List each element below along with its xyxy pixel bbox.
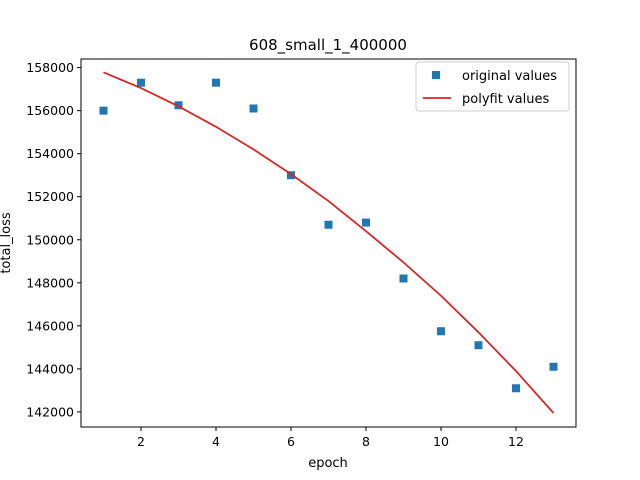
x-tick-label: 2 <box>137 434 145 449</box>
data-point-marker <box>474 341 483 350</box>
series-layer <box>99 71 558 414</box>
y-tick-label: 150000 <box>26 232 74 247</box>
data-point-marker <box>399 274 408 283</box>
data-point-marker <box>512 384 520 393</box>
data-point-marker <box>249 104 258 113</box>
legend-marker-original-values <box>432 71 440 79</box>
data-point-marker <box>437 327 445 336</box>
y-tick-label: 156000 <box>26 103 74 118</box>
x-axis-ticks: 2 4 6 8 10 12 <box>137 427 524 449</box>
data-point-marker <box>137 78 145 87</box>
y-tick-label: 142000 <box>26 404 74 419</box>
y-axis-label: total_loss <box>0 212 14 274</box>
legend-label-original-values: original values <box>462 69 557 84</box>
x-axis-label: epoch <box>308 456 348 471</box>
chart-title: 608_small_1_400000 <box>249 36 407 55</box>
y-tick-label: 154000 <box>26 146 74 161</box>
legend-box <box>415 61 570 112</box>
y-tick-label: 148000 <box>26 275 74 290</box>
data-point-marker <box>324 220 333 229</box>
x-tick-label: 8 <box>362 434 370 449</box>
data-point-marker <box>549 362 558 371</box>
x-tick-label: 10 <box>433 434 449 449</box>
x-tick-label: 12 <box>508 434 524 449</box>
y-tick-label: 144000 <box>26 361 74 376</box>
data-point-marker <box>174 101 183 110</box>
legend: original values polyfit values <box>415 61 570 112</box>
data-point-marker <box>99 106 108 115</box>
x-tick-label: 6 <box>287 434 295 449</box>
x-tick-label: 4 <box>212 434 220 449</box>
y-tick-label: 152000 <box>26 189 74 204</box>
data-point-marker <box>362 218 370 227</box>
data-point-marker <box>212 78 220 87</box>
y-axis-ticks: 142000 144000 146000 148000 150000 152000 1540… <box>26 60 81 419</box>
plot-area: 2 4 6 8 10 12 1420001440001460001480001500001… <box>26 58 577 449</box>
y-tick-label: 158000 <box>26 60 74 75</box>
plot-frame <box>80 58 577 428</box>
polyfit-line <box>103 71 555 414</box>
legend-label-polyfit-values: polyfit values <box>462 92 549 107</box>
y-tick-label: 146000 <box>26 318 74 333</box>
